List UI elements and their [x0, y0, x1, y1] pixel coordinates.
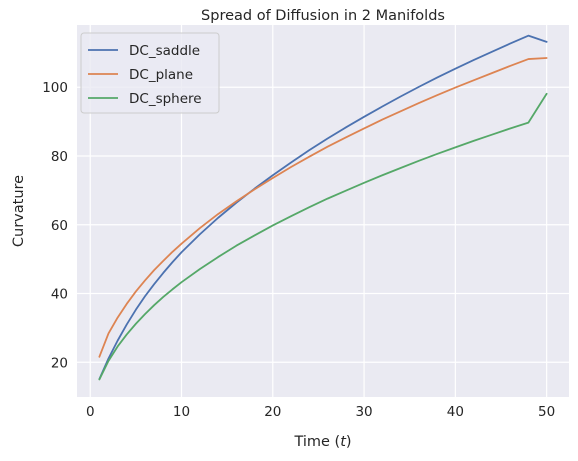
x-axis-label-close: ): [346, 434, 352, 450]
series-line-dc-sphere: [98, 92, 548, 381]
series-lines: [98, 34, 548, 381]
legend: DC_saddle DC_plane DC_sphere: [80, 32, 220, 114]
chart-title: Spread of Diffusion in 2 Manifolds: [201, 8, 445, 24]
grid-lines: [77, 25, 569, 397]
y-tick-label: 40: [51, 287, 68, 303]
x-axis-label-text: Time (: [293, 434, 340, 450]
y-axis-label: Curvature: [11, 175, 27, 247]
y-tick-label: 80: [51, 149, 68, 165]
x-tick-label: 50: [538, 404, 555, 420]
legend-label-dc-plane: DC_plane: [129, 67, 193, 83]
y-tick-labels: 20 40 60 80 100: [42, 80, 68, 371]
series-line-dc-saddle: [98, 34, 548, 381]
legend-box: [80, 32, 220, 114]
y-tick-label: 100: [42, 80, 68, 96]
x-axis-label-variable: t: [340, 434, 347, 450]
x-axis-label: Time (t): [293, 434, 351, 450]
series-line-dc-plane: [98, 57, 548, 358]
x-tick-labels: 0 10 20 30 40 50: [86, 404, 555, 420]
legend-label-dc-saddle: DC_saddle: [129, 43, 200, 59]
x-tick-label: 30: [355, 404, 372, 420]
legend-label-dc-sphere: DC_sphere: [129, 91, 202, 107]
x-tick-label: 10: [173, 404, 190, 420]
y-tick-label: 20: [51, 355, 68, 371]
x-tick-label: 20: [264, 404, 281, 420]
x-tick-label: 40: [447, 404, 464, 420]
x-tick-label: 0: [86, 404, 95, 420]
y-tick-label: 60: [51, 218, 68, 234]
